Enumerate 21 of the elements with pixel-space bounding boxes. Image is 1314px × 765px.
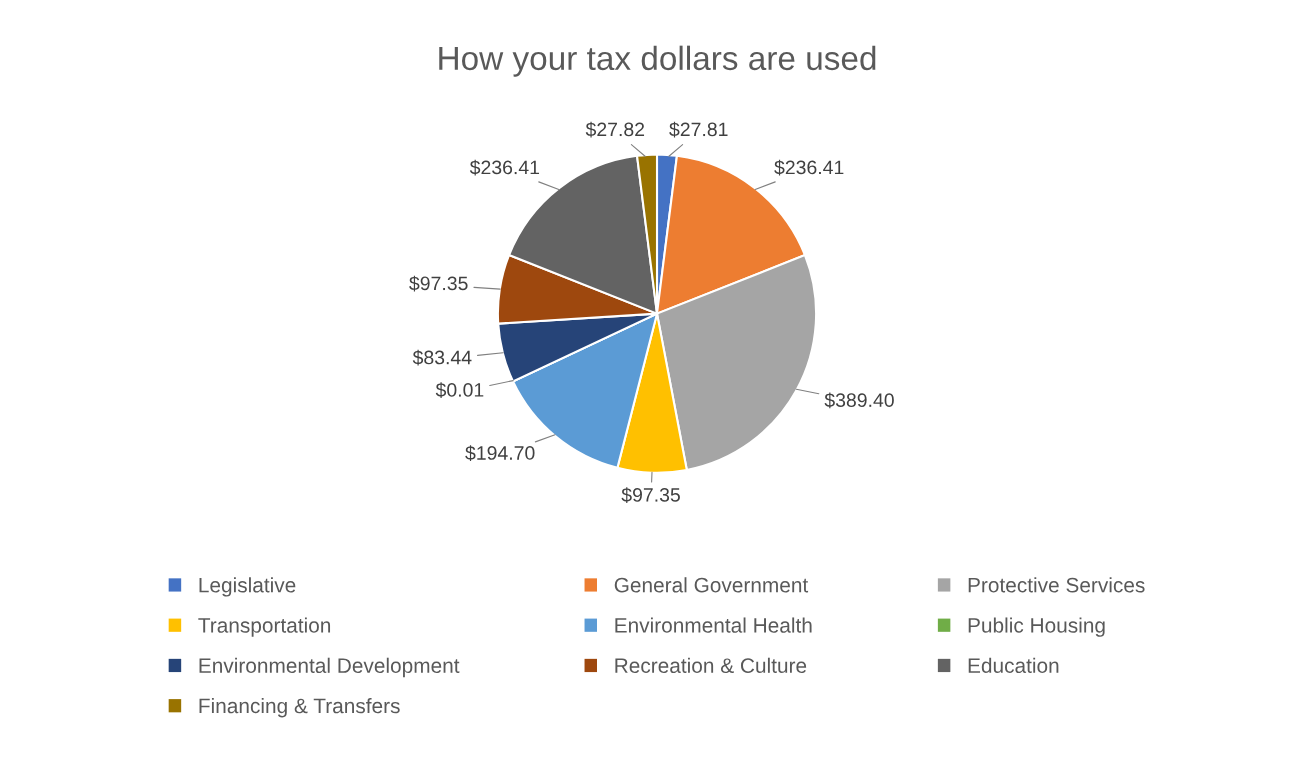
data-label: $97.35 <box>409 275 468 292</box>
legend-label: Recreation & Culture <box>615 657 807 674</box>
data-label: $194.70 <box>465 445 535 462</box>
data-label: $97.35 <box>621 487 680 503</box>
legend-label: Public Housing <box>968 617 1105 637</box>
data-label: $27.81 <box>669 121 728 138</box>
legend-label: Environmental Health <box>615 617 812 633</box>
data-label: $0.01 <box>435 382 484 398</box>
chart-title: How your tax dollars are used <box>439 45 876 77</box>
data-label: $389.40 <box>824 392 894 409</box>
data-label: $236.41 <box>469 159 540 176</box>
legend-label: General Government <box>614 577 809 593</box>
legend-label: Transportation <box>198 617 331 637</box>
data-label: $27.82 <box>585 121 645 138</box>
data-label: $236.41 <box>774 159 844 176</box>
legend-label: Financing & Transfers <box>199 697 400 718</box>
data-label: $83.44 <box>412 349 472 366</box>
legend-label: Protective Services <box>968 577 1145 593</box>
legend-label: Education <box>968 657 1059 674</box>
legend-label: Environmental Development <box>199 657 460 678</box>
legend-label: Legislative <box>199 577 296 597</box>
